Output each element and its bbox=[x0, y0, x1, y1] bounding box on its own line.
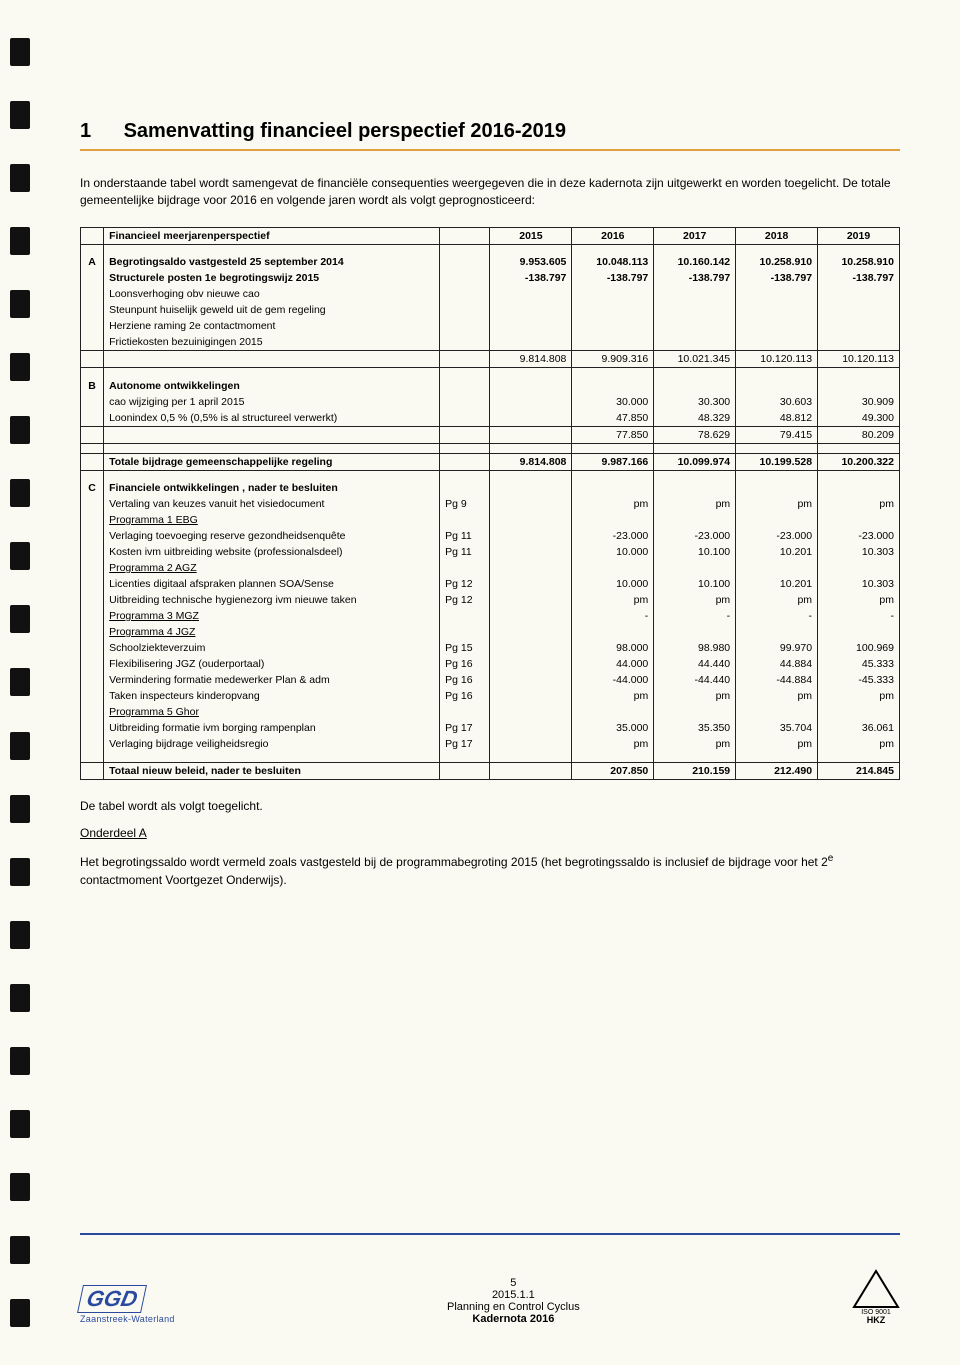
table-row: Verlaging toevoeging reserve gezondheids… bbox=[81, 528, 900, 544]
footer-date: 2015.1.1 bbox=[175, 1289, 852, 1301]
table-row: Kosten ivm uitbreiding website (professi… bbox=[81, 544, 900, 560]
table-row: Vermindering formatie medewerker Plan & … bbox=[81, 672, 900, 688]
table-row: ABegrotingsaldo vastgesteld 25 september… bbox=[81, 254, 900, 270]
footer-rule bbox=[80, 1233, 900, 1235]
table-header-row: Financieel meerjarenperspectief 2015 201… bbox=[81, 227, 900, 244]
table-row: Frictiekosten bezuinigingen 2015 bbox=[81, 334, 900, 351]
header-year: 2015 bbox=[490, 227, 572, 244]
header-label: Financieel meerjarenperspectief bbox=[104, 227, 440, 244]
table-row: Programma 5 Ghor bbox=[81, 704, 900, 720]
section-title: Samenvatting financieel perspectief 2016… bbox=[124, 120, 566, 142]
financial-table: Financieel meerjarenperspectief 2015 201… bbox=[80, 227, 900, 780]
table-row: Structurele posten 1e begrotingswijz 201… bbox=[81, 270, 900, 286]
title-rule bbox=[80, 149, 900, 151]
table-row bbox=[81, 443, 900, 453]
table-row: Taken inspecteurs kinderopvangPg 16pmpmp… bbox=[81, 688, 900, 704]
table-row: Loonsverhoging obv nieuwe cao bbox=[81, 286, 900, 302]
page-title: 1 Samenvatting financieel perspectief 20… bbox=[80, 120, 900, 143]
table-row bbox=[81, 470, 900, 480]
footer-left: GGD Zaanstreek-Waterland bbox=[80, 1285, 175, 1325]
explanation-intro: De tabel wordt als volgt toegelicht. bbox=[80, 798, 900, 815]
hkz-icon bbox=[852, 1269, 900, 1309]
table-row: Uitbreiding formatie ivm borging rampenp… bbox=[81, 720, 900, 736]
table-row: Programma 3 MGZ---- bbox=[81, 608, 900, 624]
table-row bbox=[81, 368, 900, 378]
page-number: 5 bbox=[175, 1277, 852, 1289]
page-footer: GGD Zaanstreek-Waterland 5 2015.1.1 Plan… bbox=[80, 1269, 900, 1325]
table-row: Totaal nieuw beleid, nader te besluiten2… bbox=[81, 762, 900, 779]
table-row: BAutonome ontwikkelingen bbox=[81, 378, 900, 394]
header-year: 2018 bbox=[736, 227, 818, 244]
document-page: 1 Samenvatting financieel perspectief 20… bbox=[0, 0, 960, 1365]
table-row bbox=[81, 244, 900, 254]
table-row: Steunpunt huiselijk geweld uit de gem re… bbox=[81, 302, 900, 318]
table-row: Herziene raming 2e contactmoment bbox=[81, 318, 900, 334]
header-year: 2019 bbox=[818, 227, 900, 244]
section-number: 1 bbox=[80, 120, 118, 143]
table-row: Programma 1 EBG bbox=[81, 512, 900, 528]
table-row: Uitbreiding technische hygienezorg ivm n… bbox=[81, 592, 900, 608]
header-year: 2017 bbox=[654, 227, 736, 244]
table-row: Vertaling van keuzes vanuit het visiedoc… bbox=[81, 496, 900, 512]
footer-center: 5 2015.1.1 Planning en Control Cyclus Ka… bbox=[175, 1277, 852, 1325]
table-row: cao wijziging per 1 april 201530.00030.3… bbox=[81, 394, 900, 410]
table-row: 77.85078.62979.41580.209 bbox=[81, 426, 900, 443]
ggd-logo: GGD bbox=[77, 1285, 147, 1313]
explanation-para: Het begrotingssaldo wordt vermeld zoals … bbox=[80, 852, 900, 889]
header-ref bbox=[440, 227, 490, 244]
ggd-logo-subtitle: Zaanstreek-Waterland bbox=[80, 1314, 175, 1324]
table-row: Licenties digitaal afspraken plannen SOA… bbox=[81, 576, 900, 592]
hkz-logo: ISO 9001 HKZ bbox=[852, 1269, 900, 1325]
explanation-block: De tabel wordt als volgt toegelicht. Ond… bbox=[80, 798, 900, 890]
intro-paragraph: In onderstaande tabel wordt samengevat d… bbox=[80, 175, 900, 209]
table-row: CFinanciele ontwikkelingen , nader te be… bbox=[81, 480, 900, 496]
table-row: Programma 2 AGZ bbox=[81, 560, 900, 576]
header-blank bbox=[81, 227, 104, 244]
header-year: 2016 bbox=[572, 227, 654, 244]
table-row bbox=[81, 752, 900, 762]
footer-line3: Kadernota 2016 bbox=[175, 1313, 852, 1325]
explanation-heading: Onderdeel A bbox=[80, 826, 147, 840]
table-row: Loonindex 0,5 % (0,5% is al structureel … bbox=[81, 410, 900, 427]
table-row: Programma 4 JGZ bbox=[81, 624, 900, 640]
spiral-binding bbox=[10, 0, 34, 1365]
table-row: Verlaging bijdrage veiligheidsregioPg 17… bbox=[81, 736, 900, 752]
table-row: SchoolziekteverzuimPg 1598.00098.98099.9… bbox=[81, 640, 900, 656]
table-row: Totale bijdrage gemeenschappelijke regel… bbox=[81, 453, 900, 470]
footer-line2: Planning en Control Cyclus bbox=[175, 1301, 852, 1313]
table-row: Flexibilisering JGZ (ouderportaal)Pg 164… bbox=[81, 656, 900, 672]
table-row: 9.814.8089.909.31610.021.34510.120.11310… bbox=[81, 351, 900, 368]
table-body: ABegrotingsaldo vastgesteld 25 september… bbox=[81, 244, 900, 779]
